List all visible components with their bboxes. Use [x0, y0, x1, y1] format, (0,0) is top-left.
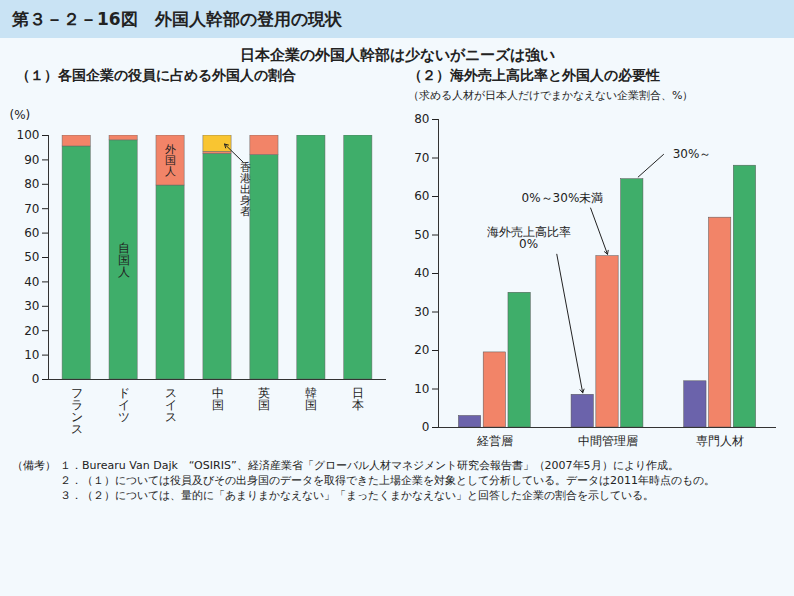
svg-text:30: 30 — [24, 299, 39, 313]
svg-text:60: 60 — [24, 226, 39, 240]
svg-text:70: 70 — [414, 151, 429, 165]
svg-text:外国人: 外国人 — [165, 143, 176, 178]
svg-text:韓国: 韓国 — [305, 386, 317, 412]
svg-text:0: 0 — [422, 420, 430, 434]
html-text:（１）各国企業の役員に占める外国人の割合: （１）各国企業の役員に占める外国人の割合 — [16, 67, 296, 83]
html-text:２．（１）については役員及びその出身国のデータを取得できた上: ２．（１）については役員及びその出身国のデータを取得できた上場企業を対象として分… — [60, 474, 715, 487]
html-text:（２）海外売上高比率と外国人の必要性: （２）海外売上高比率と外国人の必要性 — [408, 67, 660, 83]
svg-text:中国: 中国 — [212, 386, 224, 412]
svg-text:90: 90 — [24, 153, 39, 167]
svg-text:経営層: 経営層 — [476, 434, 513, 448]
svg-text:スイス: スイス — [165, 386, 177, 424]
svg-text:70: 70 — [24, 202, 39, 216]
svg-text:10: 10 — [24, 348, 39, 362]
svg-text:40: 40 — [24, 275, 39, 289]
svg-text:香港出身者: 香港出身者 — [240, 161, 251, 218]
svg-text:40: 40 — [414, 266, 429, 280]
svg-text:自国人: 自国人 — [118, 241, 130, 279]
html-text:（備考） １．Burearu Van Dajk “OSIRI: （備考） １．Burearu Van Dajk “OSIRIS”、経済産業省「グ… — [12, 459, 679, 472]
html-text:第３－２－16図 外国人幹部の登用の現状: 第３－２－16図 外国人幹部の登用の現状 — [12, 9, 342, 29]
html-text:３．（２）については、量的に「あまりまかなえない」「まったく: ３．（２）については、量的に「あまりまかなえない」「まったくまかなえない」と回答… — [60, 489, 654, 502]
svg-text:80: 80 — [24, 177, 39, 191]
svg-text:80: 80 — [414, 112, 429, 126]
svg-text:0: 0 — [32, 372, 40, 386]
svg-text:(%): (%) — [10, 108, 31, 122]
svg-text:0%～30%未満: 0%～30%未満 — [522, 191, 604, 205]
svg-text:中間管理層: 中間管理層 — [578, 434, 638, 448]
svg-text:30: 30 — [414, 305, 429, 319]
html-text:日本企業の外国人幹部は少ないがニーズは強い: 日本企業の外国人幹部は少ないがニーズは強い — [239, 46, 555, 64]
svg-text:フランス: フランス — [71, 386, 83, 436]
svg-text:30%～: 30%～ — [673, 147, 712, 161]
svg-text:20: 20 — [414, 343, 429, 357]
svg-text:英国: 英国 — [258, 386, 270, 412]
svg-text:海外売上高比率0%: 海外売上高比率0% — [487, 225, 571, 251]
svg-text:100: 100 — [17, 128, 40, 142]
svg-text:50: 50 — [24, 250, 39, 264]
html-text:（求める人材が日本人だけでまかなえない企業割合、%）: （求める人材が日本人だけでまかなえない企業割合、%） — [408, 89, 694, 102]
svg-text:10: 10 — [414, 382, 429, 396]
svg-text:ドイツ: ドイツ — [118, 386, 130, 424]
svg-text:専門人材: 専門人材 — [696, 434, 744, 448]
svg-text:日本: 日本 — [352, 386, 364, 412]
svg-text:20: 20 — [24, 324, 39, 338]
svg-text:60: 60 — [414, 189, 429, 203]
svg-text:50: 50 — [414, 228, 429, 242]
